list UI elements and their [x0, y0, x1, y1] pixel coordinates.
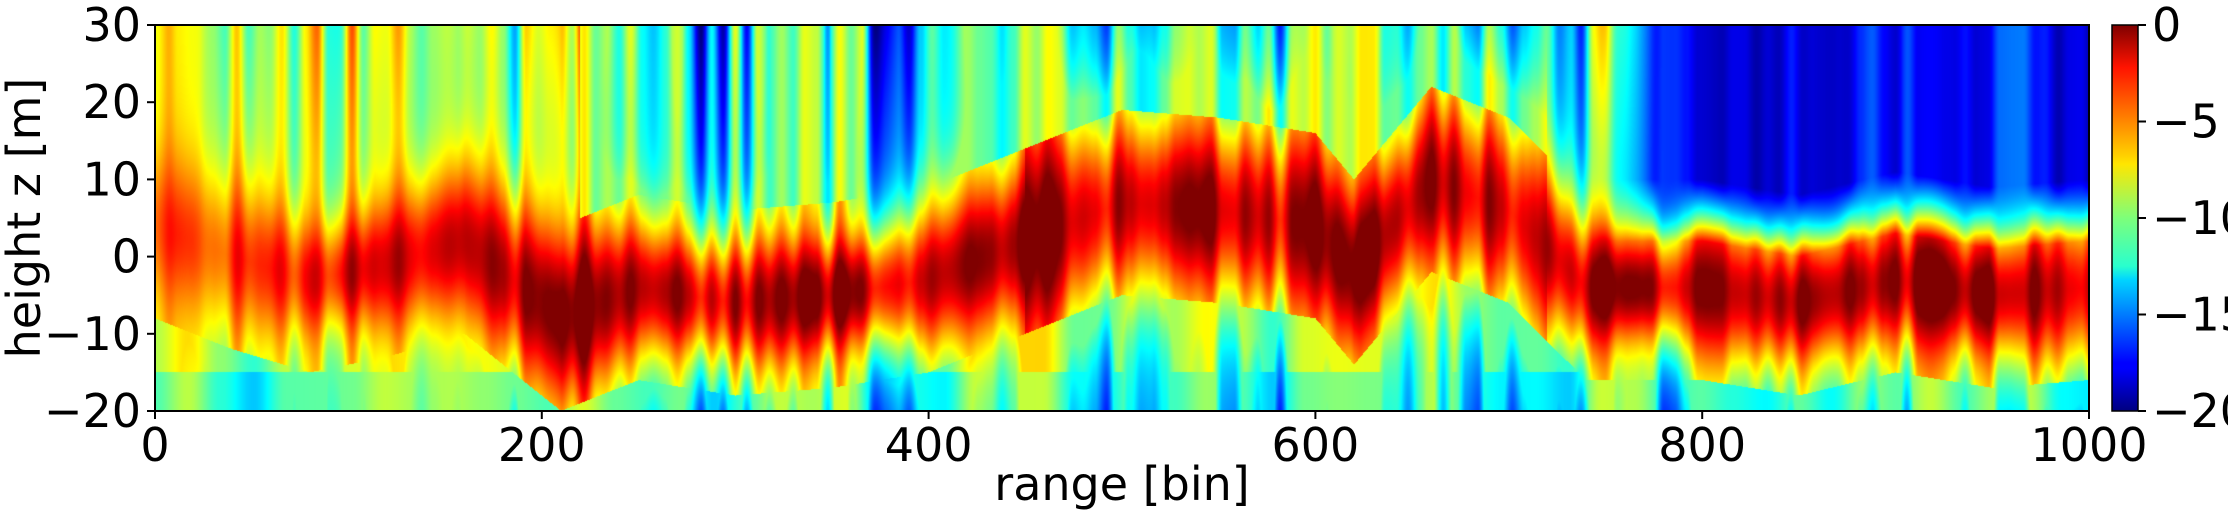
y-tick-label: 0 [112, 230, 141, 284]
x-tick-label: 600 [1271, 418, 1359, 472]
colorbar-tick-label: 0 [2152, 0, 2181, 52]
x-tick-label: 800 [1658, 418, 1746, 472]
plot-frame [154, 24, 2090, 412]
y-tick-label: 10 [82, 152, 141, 206]
colorbar-tick-label: −15 [2152, 288, 2228, 342]
x-tick-label: 400 [885, 418, 973, 472]
y-tick-label: 20 [82, 75, 141, 129]
y-axis-label: height z [m] [0, 78, 51, 359]
y-tick-label: 30 [82, 0, 141, 52]
heatmap-area [155, 25, 2089, 411]
y-tick-label: −10 [44, 307, 141, 361]
x-axis-label: range [bin] [994, 457, 1249, 511]
x-axis: 0 200 400 600 800 1000 [140, 411, 2148, 472]
x-tick-label: 1000 [2030, 418, 2147, 472]
colorbar-axis: 0 −5 −10 −15 −20 [2138, 0, 2228, 438]
colorbar-tick-label: −5 [2152, 95, 2220, 149]
colorbar [2111, 24, 2139, 412]
y-tick-label: −20 [44, 384, 141, 438]
colorbar-tick-label: −20 [2152, 384, 2228, 438]
colorbar-tick-label: −10 [2152, 191, 2228, 245]
x-tick-label: 200 [498, 418, 586, 472]
y-axis: −20 −10 0 10 20 30 [44, 0, 155, 438]
x-tick-label: 0 [140, 418, 169, 472]
